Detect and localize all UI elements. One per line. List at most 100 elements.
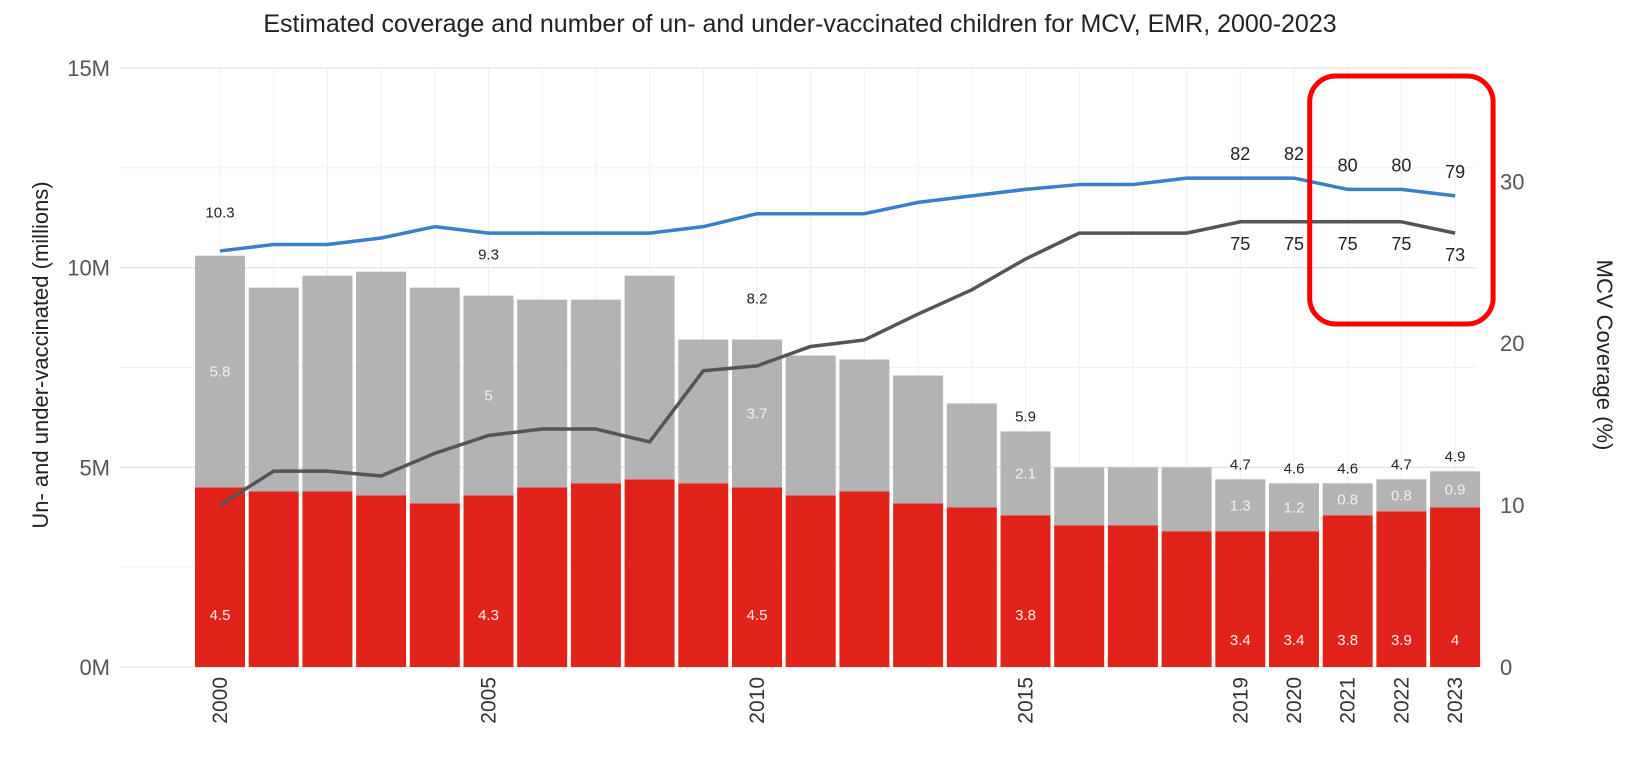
label-mcv2: 75 [1284, 234, 1304, 254]
label-unvaccinated: 3.4 [1230, 632, 1251, 649]
label-unvaccinated: 3.8 [1337, 632, 1358, 649]
bar-unvaccinated [195, 487, 245, 667]
x-tick: 2019 [1229, 677, 1252, 724]
label-total: 4.6 [1337, 460, 1358, 477]
bar-undervaccinated [302, 275, 353, 492]
label-mcv1: 79 [1445, 162, 1465, 182]
label-mcv1: 80 [1338, 155, 1358, 175]
y-right-tick: 20 [1500, 331, 1524, 356]
x-tick: 2023 [1444, 677, 1467, 724]
bar-undervaccinated [1107, 467, 1158, 526]
label-mcv1: 80 [1391, 155, 1411, 175]
line-mcv2 [219, 220, 1456, 507]
bar-undervaccinated [785, 355, 836, 496]
label-total: 4.7 [1391, 456, 1412, 473]
bar-unvaccinated [1161, 531, 1212, 667]
y-left-tick: 5M [79, 455, 110, 480]
bar-unvaccinated [356, 495, 407, 667]
label-unvaccinated: 3.9 [1391, 632, 1412, 649]
label-undervaccinated: 2.1 [1015, 465, 1036, 482]
bars [195, 255, 1481, 667]
label-total: 4.7 [1230, 456, 1251, 473]
chart-title: Estimated coverage and number of un- and… [263, 10, 1336, 38]
bar-unvaccinated [1430, 507, 1481, 667]
y-axis-right-title: MCV Coverage (%) [1592, 260, 1617, 451]
label-undervaccinated: 0.8 [1391, 487, 1412, 504]
label-undervaccinated: 3.7 [747, 405, 768, 422]
bar-undervaccinated [195, 255, 245, 488]
bar-unvaccinated [302, 491, 353, 667]
bar-undervaccinated [570, 299, 621, 484]
x-tick: 2020 [1283, 677, 1306, 724]
bar-undervaccinated [678, 339, 729, 484]
highlight-rect [1307, 73, 1496, 327]
label-undervaccinated: 1.2 [1284, 499, 1305, 516]
bar-undervaccinated [248, 287, 299, 492]
x-tick: 2000 [209, 677, 232, 724]
bar-unvaccinated [1215, 531, 1266, 667]
bar-undervaccinated [1161, 467, 1212, 532]
bar-unvaccinated [678, 483, 729, 667]
bar-unvaccinated [893, 503, 944, 667]
bar-undervaccinated [1430, 471, 1481, 508]
highlight-box [1307, 73, 1496, 327]
y-axis-left-title: Un- and under-vaccinated (millions) [28, 181, 53, 528]
bar-unvaccinated [1107, 525, 1158, 667]
bar-undervaccinated [409, 287, 460, 504]
bar-unvaccinated [732, 487, 782, 667]
x-tick: 2015 [1015, 677, 1038, 724]
bar-undervaccinated [1215, 479, 1266, 532]
label-unvaccinated: 4.3 [478, 607, 499, 624]
bar-unvaccinated [248, 491, 299, 667]
bar-undervaccinated [624, 275, 675, 480]
bar-unvaccinated [517, 487, 568, 667]
y-right-tick: 10 [1500, 493, 1524, 518]
label-total: 4.6 [1284, 460, 1305, 477]
y-right-tick: 30 [1500, 169, 1524, 194]
label-total: 8.2 [747, 291, 768, 308]
bar-unvaccinated [1000, 515, 1051, 667]
bar-undervaccinated [1000, 431, 1051, 516]
bar-undervaccinated [356, 271, 407, 496]
label-mcv2: 73 [1445, 245, 1465, 265]
bar-unvaccinated [624, 479, 675, 667]
x-tick: 2010 [746, 677, 769, 724]
label-mcv1: 82 [1284, 144, 1304, 164]
bar-unvaccinated [570, 483, 621, 667]
x-tick: 2021 [1337, 677, 1360, 724]
y-left-tick: 0M [79, 655, 110, 680]
bar-undervaccinated [1269, 483, 1319, 532]
label-mcv1: 82 [1230, 144, 1250, 164]
x-tick: 2022 [1390, 677, 1413, 724]
label-undervaccinated: 5.8 [210, 363, 231, 380]
bar-undervaccinated [517, 299, 568, 488]
label-mcv2: 75 [1230, 234, 1250, 254]
label-mcv2: 75 [1338, 234, 1358, 254]
y-left-tick: 10M [67, 256, 110, 281]
label-total: 4.9 [1445, 448, 1466, 465]
label-mcv2: 75 [1391, 234, 1411, 254]
label-undervaccinated: 1.3 [1230, 497, 1251, 514]
bar-unvaccinated [409, 503, 460, 667]
data-labels: 10.3 9.3 8.2 5.9 4.7 4.6 4.6 4.7 4.9 4.5 4.3 4.5 3.8… [205, 144, 1465, 649]
label-undervaccinated: 0.9 [1445, 481, 1466, 498]
label-total: 10.3 [205, 205, 234, 222]
bar-undervaccinated [839, 359, 890, 492]
bar-unvaccinated [1054, 525, 1105, 667]
bar-undervaccinated [463, 295, 514, 496]
bar-unvaccinated [1376, 511, 1427, 667]
label-undervaccinated: 0.8 [1337, 491, 1358, 508]
bar-unvaccinated [946, 507, 997, 667]
x-tick: 2005 [478, 677, 501, 724]
bar-undervaccinated [1376, 479, 1427, 512]
bar-unvaccinated [1322, 515, 1373, 667]
bar-undervaccinated [946, 403, 997, 508]
bar-unvaccinated [463, 495, 514, 667]
label-unvaccinated: 3.8 [1015, 607, 1036, 624]
label-undervaccinated: 5 [484, 387, 492, 404]
y-right-tick: 0 [1500, 655, 1512, 680]
bar-undervaccinated [1322, 483, 1373, 516]
label-unvaccinated: 4.5 [210, 607, 231, 624]
bar-unvaccinated [1269, 531, 1319, 667]
